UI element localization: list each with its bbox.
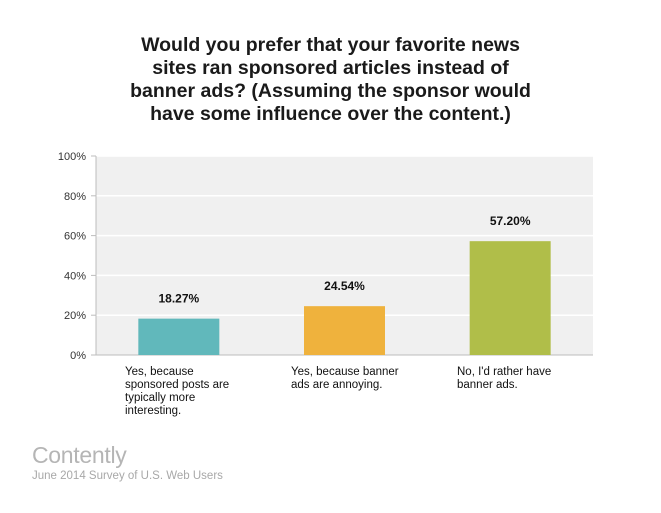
- category-label-line: ads are annoying.: [291, 379, 383, 391]
- category-label-line: No, I'd rather have: [457, 366, 552, 378]
- title-line: sites ran sponsored articles instead of: [152, 57, 509, 79]
- category-label-line: typically more: [125, 392, 196, 404]
- y-tick-label: 100%: [58, 151, 86, 163]
- y-tick-label: 20%: [64, 310, 86, 322]
- bar: [138, 318, 220, 355]
- category-label-2: Yes, because banner ads are annoying.: [291, 366, 399, 392]
- y-tick-label: 80%: [64, 191, 86, 203]
- bar: [469, 241, 551, 355]
- brand-logo: Contently: [32, 442, 127, 468]
- title-line: Would you prefer that your favorite news: [141, 34, 520, 56]
- title-line: banner ads? (Assuming the sponsor would: [130, 80, 531, 102]
- y-tick-label: 40%: [64, 270, 86, 282]
- title-line: have some influence over the content.): [150, 103, 511, 125]
- data-label: 57.20%: [490, 214, 531, 228]
- y-tick-label: 0%: [70, 350, 86, 362]
- category-label-line: interesting.: [125, 405, 182, 417]
- data-label: 24.54%: [324, 279, 365, 293]
- category-label-3: No, I'd rather have banner ads.: [457, 366, 551, 392]
- category-label-line: Yes, because banner: [291, 366, 399, 378]
- category-label-1: Yes, because sponsored posts are typical…: [125, 366, 229, 418]
- chart-title: Would you prefer that your favorite news…: [90, 34, 571, 126]
- category-label-line: Yes, because: [125, 366, 194, 378]
- category-label-line: sponsored posts are: [125, 379, 230, 391]
- y-tick-label: 60%: [64, 231, 86, 243]
- source-caption: June 2014 Survey of U.S. Web Users: [32, 470, 223, 482]
- data-label: 18.27%: [158, 292, 199, 306]
- bar: [304, 306, 385, 355]
- category-label-line: banner ads.: [457, 379, 518, 391]
